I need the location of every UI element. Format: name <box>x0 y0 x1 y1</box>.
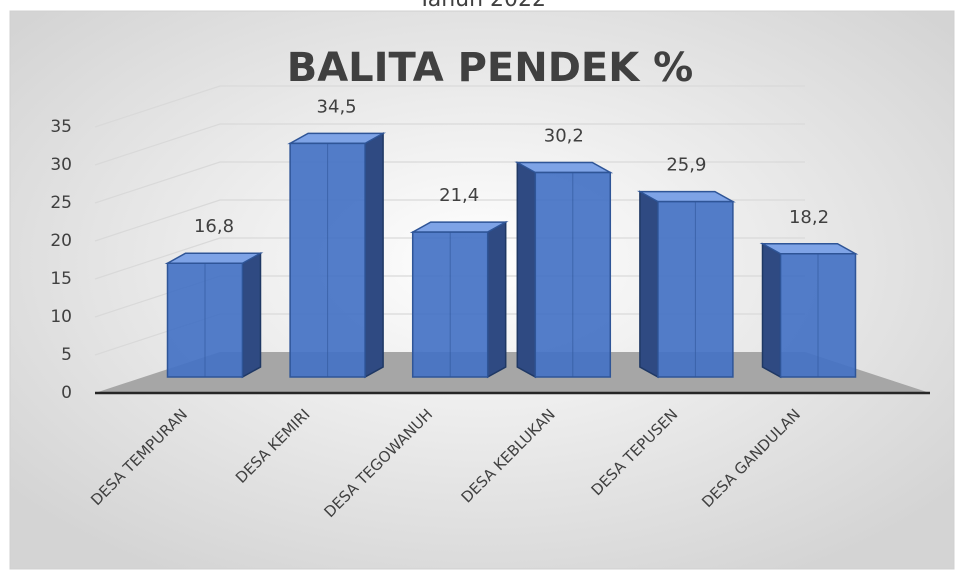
y-tick-label: 25 <box>50 193 72 213</box>
bar-face <box>409 221 509 233</box>
y-tick-label: 0 <box>61 383 72 403</box>
bar-face <box>514 161 614 174</box>
data-label: 16,8 <box>194 216 234 237</box>
data-label: 30,2 <box>544 126 584 147</box>
bar-face <box>516 161 537 379</box>
data-label: 18,2 <box>789 207 829 228</box>
bar-face <box>364 132 384 379</box>
data-label: 25,9 <box>666 155 706 176</box>
y-tick-label: 10 <box>50 307 72 327</box>
chart-title: BALITA PENDEK % <box>287 45 694 91</box>
chart-subtitle: Tahun 2022 <box>417 0 546 12</box>
bar-face <box>164 252 264 264</box>
bar-face <box>287 132 386 145</box>
bar <box>409 220 509 379</box>
y-tick-label: 5 <box>61 345 72 365</box>
bar <box>514 161 614 379</box>
y-tick-label: 35 <box>50 117 72 137</box>
bar-face <box>486 220 507 379</box>
y-tick-label: 20 <box>50 231 72 251</box>
bar-face <box>637 190 736 203</box>
bar-face <box>241 251 262 379</box>
data-label: 34,5 <box>317 96 357 117</box>
bar-face <box>639 190 659 379</box>
bar-face <box>761 242 782 379</box>
y-tick-label: 15 <box>50 269 72 289</box>
bar-face <box>759 243 859 255</box>
bar <box>287 132 386 379</box>
y-tick-label: 30 <box>50 155 72 175</box>
grid-line <box>94 161 805 204</box>
bar <box>759 242 859 379</box>
data-label: 21,4 <box>439 185 479 206</box>
bar <box>637 190 736 379</box>
bar <box>164 251 264 379</box>
grid-line <box>94 85 805 128</box>
grid-line <box>94 123 805 166</box>
